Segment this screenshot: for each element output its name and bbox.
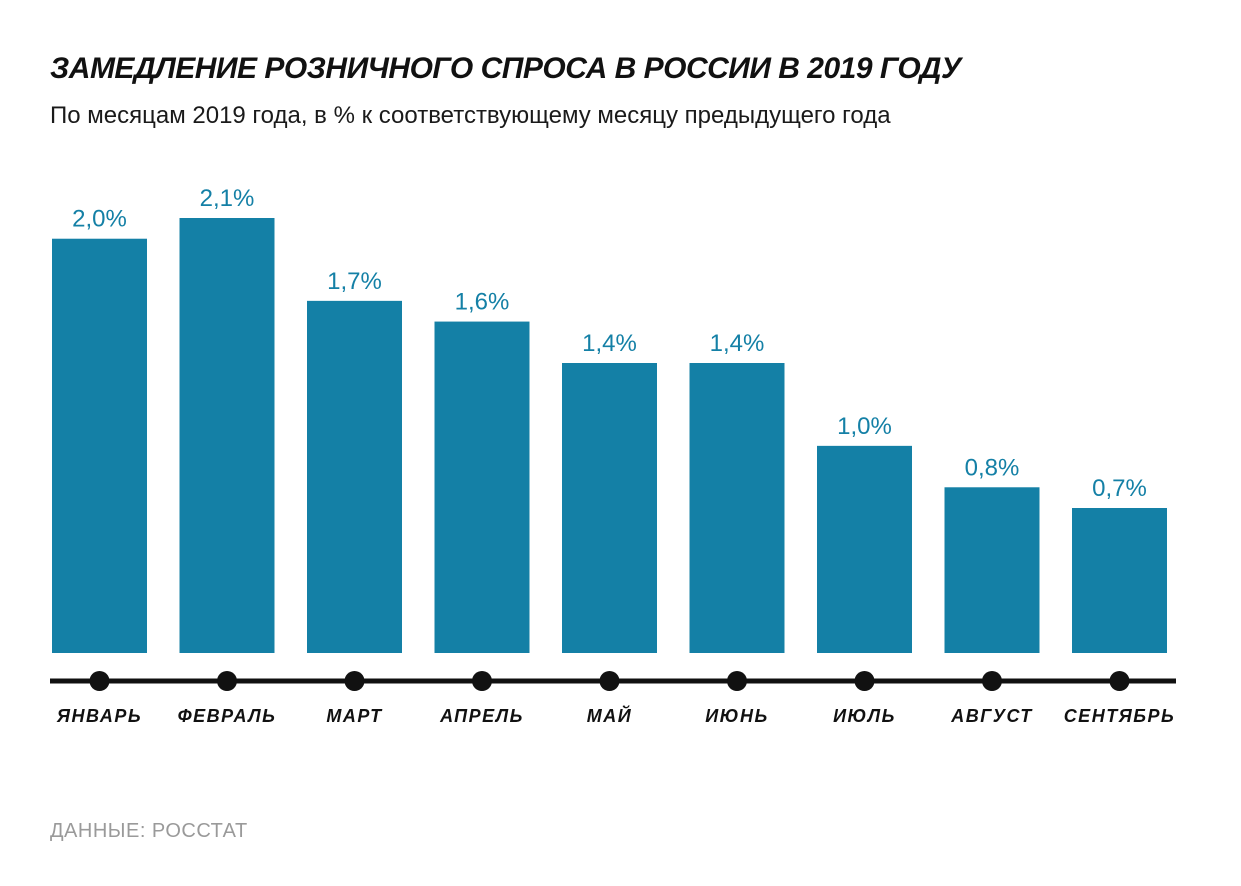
month-label: ИЮЛЬ [833, 706, 896, 726]
bar-4 [434, 321, 530, 653]
timeline-dot [217, 671, 237, 691]
bar-value-label: 1,0% [837, 413, 892, 440]
timeline-dot [472, 671, 492, 691]
timeline-dot [1109, 671, 1130, 691]
month-label: АВГУСТ [950, 706, 1033, 726]
timeline-dot [599, 671, 620, 691]
month-label: ИЮНЬ [705, 706, 768, 726]
timeline-dot [854, 671, 875, 691]
bar-9 [1072, 508, 1167, 653]
bar-5 [562, 363, 657, 653]
source-note: ДАННЫЕ: РОССТАТ [50, 820, 248, 842]
chart-subtitle: По месяцам 2019 года, в % к соответствую… [50, 102, 891, 129]
timeline-dot [344, 671, 365, 691]
bar-3 [307, 300, 402, 653]
month-label: АПРЕЛЬ [439, 706, 524, 726]
month-label: СЕНТЯБРЬ [1064, 706, 1176, 726]
bar-2 [179, 218, 275, 653]
bar-value-label: 2,0% [72, 206, 127, 233]
bar-value-label: 0,8% [965, 454, 1020, 481]
bar-1 [52, 238, 147, 653]
timeline-dot [982, 671, 1002, 691]
bar-value-label: 1,7% [327, 268, 382, 295]
bars-group [52, 218, 1167, 653]
chart-title: ЗАМЕДЛЕНИЕ РОЗНИЧНОГО СПРОСА В РОССИИ В … [50, 52, 961, 85]
month-label: МАЙ [587, 705, 632, 726]
bar-value-label: 1,6% [455, 289, 510, 316]
month-label: ФЕВРАЛЬ [178, 706, 277, 726]
bar-6 [689, 363, 785, 653]
month-labels-group: ЯНВАРЬ ФЕВРАЛЬ МАРТ АПРЕЛЬ МАЙ ИЮНЬ ИЮЛЬ АВГУСТ… [56, 705, 1176, 726]
bar-value-label: 0,7% [1092, 475, 1147, 502]
bar-value-label: 1,4% [710, 330, 765, 357]
bar-8 [944, 487, 1040, 653]
bar-value-label: 2,1% [200, 185, 255, 212]
month-label: МАРТ [326, 706, 383, 726]
timeline-dot [89, 671, 110, 691]
timeline-dot [727, 671, 747, 691]
month-label: ЯНВАРЬ [56, 706, 142, 726]
timeline-dots-group [89, 671, 1130, 691]
bar-7 [817, 445, 912, 653]
value-labels-group: 2,0% 2,1% 1,7% 1,6% 1,4% 1,4% 1,0% 0,8% 0,7% [72, 185, 1147, 502]
bar-value-label: 1,4% [582, 330, 637, 357]
